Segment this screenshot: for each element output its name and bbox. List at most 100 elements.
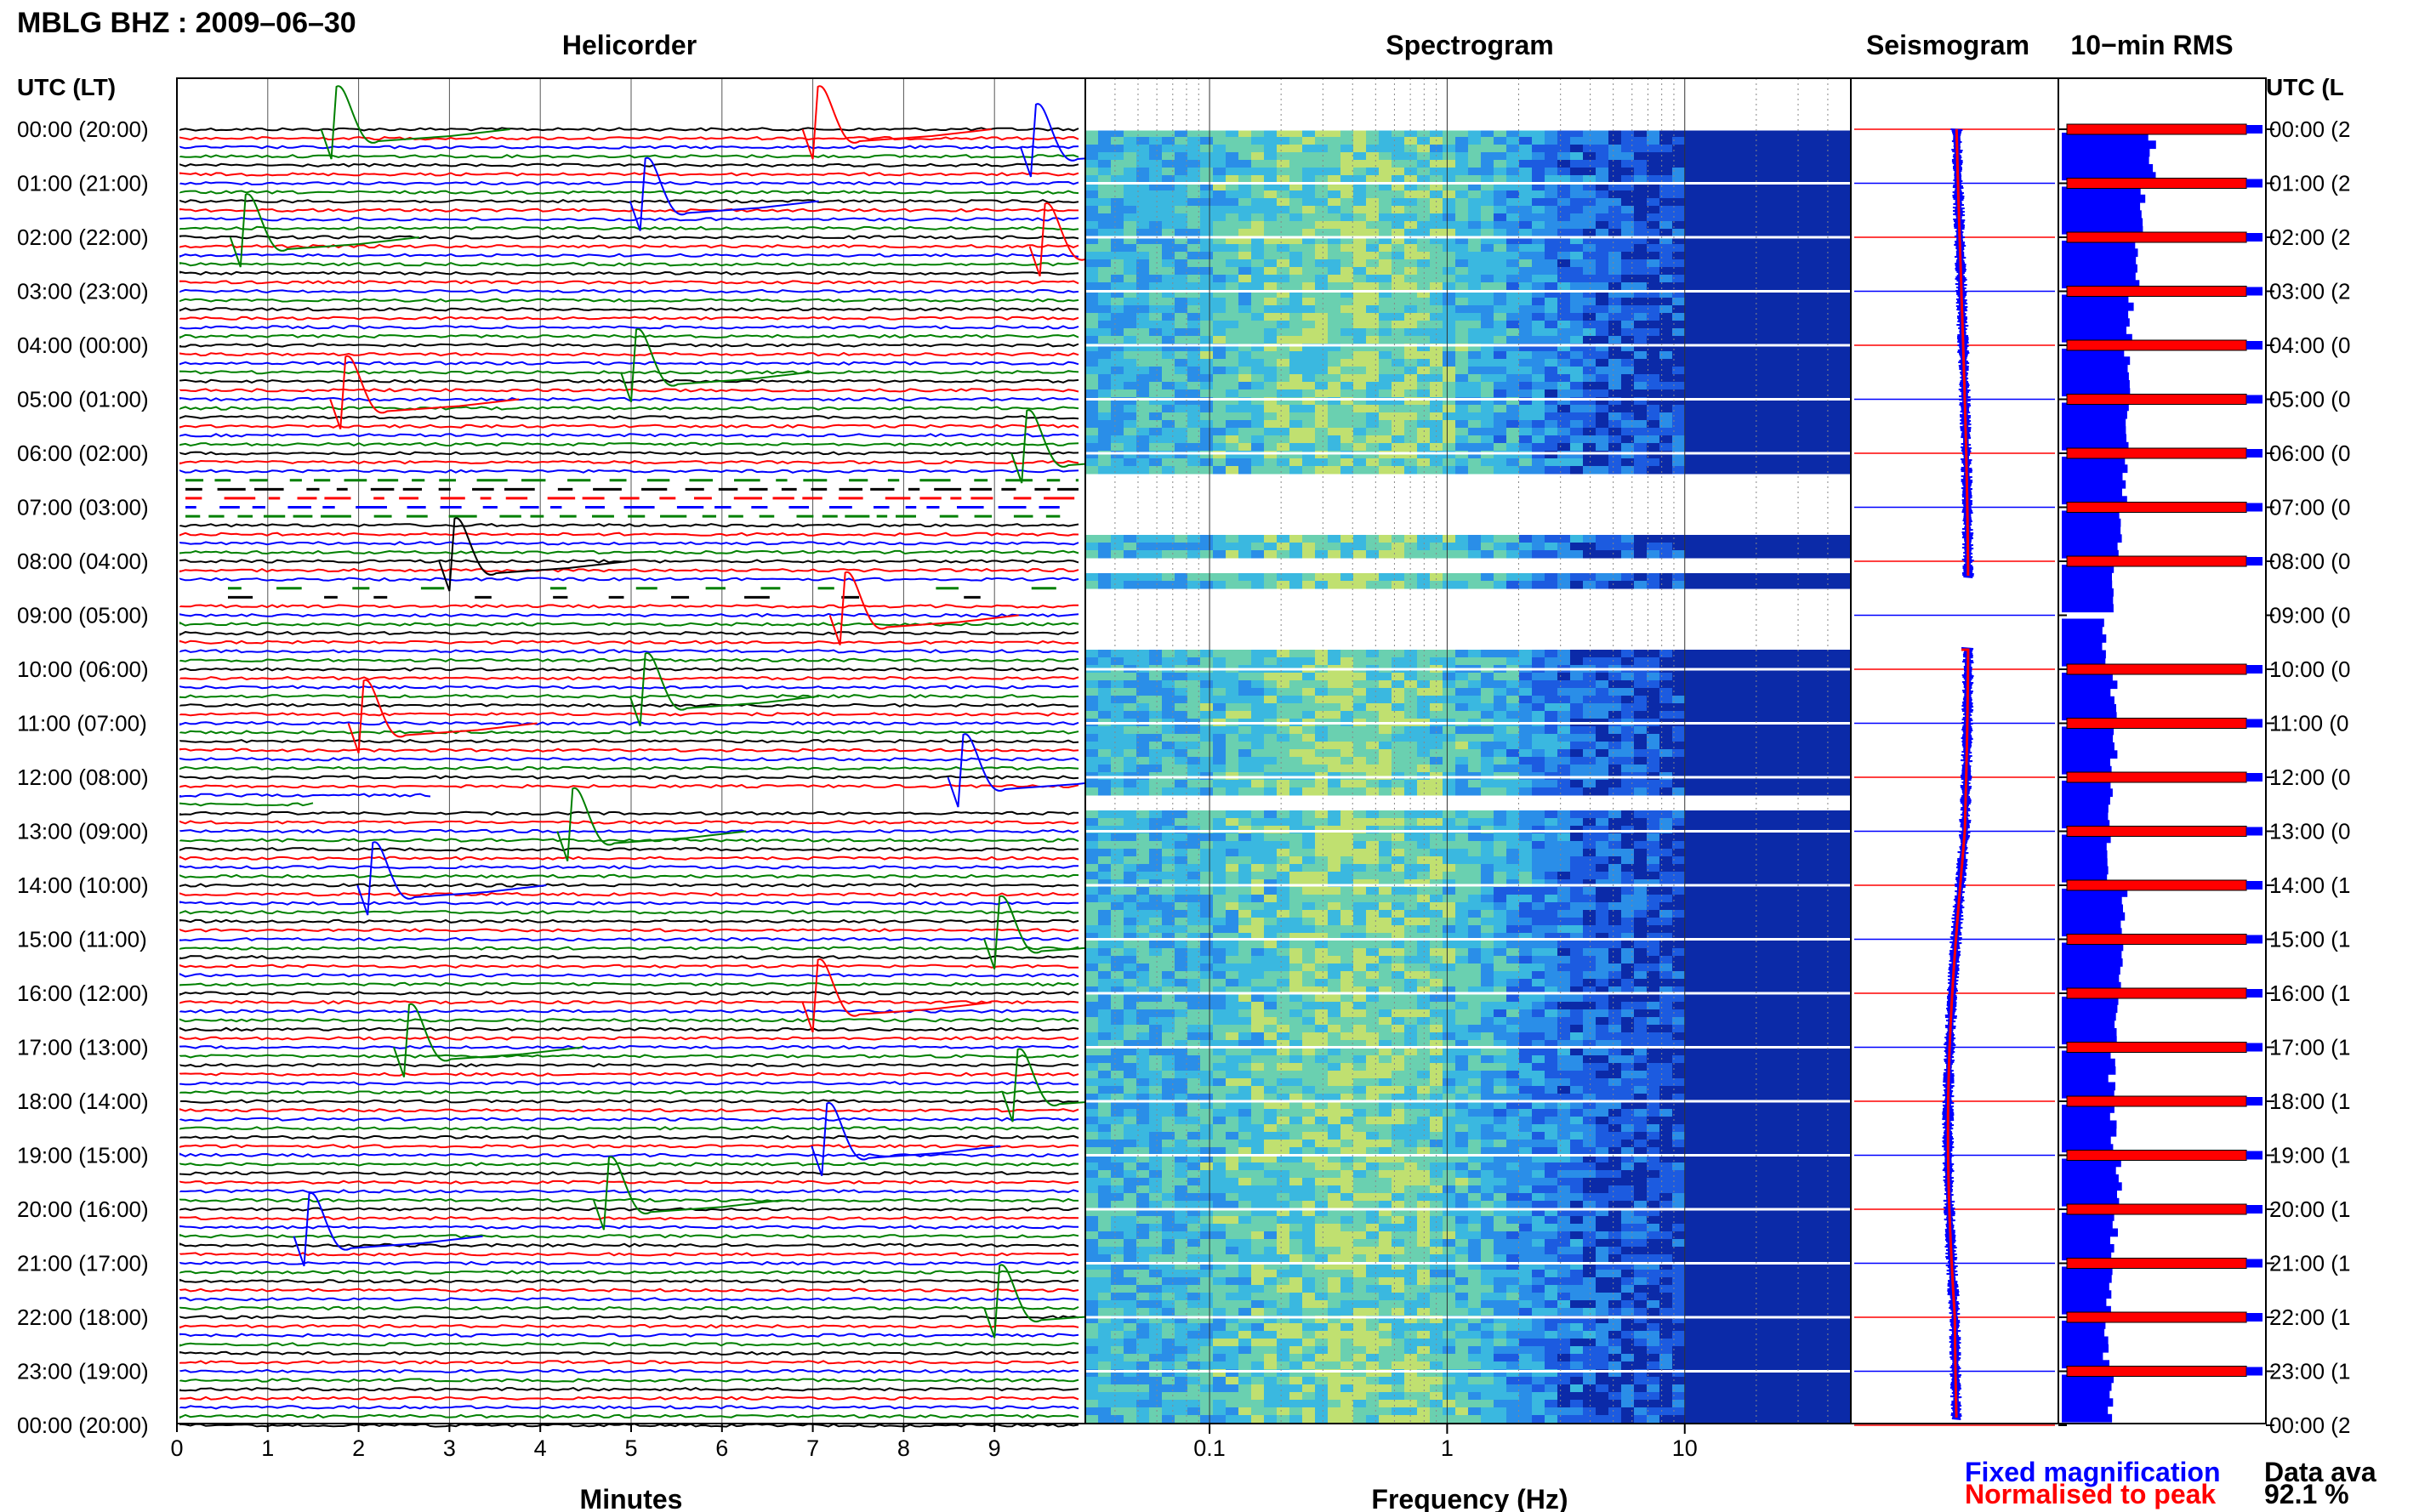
spectrogram-cell (1481, 275, 1494, 283)
spectrogram-cell (1111, 535, 1124, 543)
spectrogram-cell (1328, 198, 1341, 207)
spectrogram-cell (1353, 389, 1367, 398)
spectrogram-cell (1787, 581, 1801, 589)
spectrogram-cell (1417, 206, 1431, 214)
spectrogram-cell (1481, 818, 1494, 827)
spectrogram-cell (1621, 757, 1635, 765)
spectrogram-cell (1264, 688, 1278, 696)
spectrogram-cell (1238, 726, 1252, 735)
spectrogram-cell (1608, 711, 1622, 719)
helicorder-trace (179, 280, 1079, 285)
spectrogram-cell (1787, 543, 1801, 551)
spectrogram-cell (1621, 321, 1635, 329)
spectrogram-cell (1175, 856, 1188, 865)
spectrogram-cell (1289, 581, 1303, 589)
spectrogram-cell (1392, 198, 1405, 207)
spectrogram-cell (1238, 856, 1252, 865)
helicorder-trace (179, 865, 1079, 870)
spectrogram-cell (1672, 543, 1686, 551)
spectrogram-cell (1583, 236, 1597, 245)
spectrogram-cell (1583, 833, 1597, 842)
spectrogram-cell (1417, 458, 1431, 467)
spectrogram-cell (1353, 703, 1367, 712)
spectrogram-cell (1289, 305, 1303, 314)
spectrogram-cell (1392, 244, 1405, 253)
spectrogram-cell (1238, 259, 1252, 268)
spectrogram-cell (1124, 213, 1137, 222)
spectrogram-cell (1379, 313, 1392, 321)
spectrogram-cell (1136, 535, 1150, 543)
spectrogram-cell (1494, 397, 1507, 406)
spectrogram-cell (1328, 573, 1341, 582)
spectrogram-cell (1417, 244, 1431, 253)
spectrogram-cell (1315, 282, 1329, 291)
spectrogram-cell (1187, 443, 1201, 452)
spectrogram-cell (1838, 451, 1852, 459)
spectrogram-cell (1213, 374, 1227, 383)
spectrogram-cell (1162, 688, 1175, 696)
spectrogram-cell (1379, 252, 1392, 260)
spectrogram-cell (1685, 856, 1699, 865)
spectrogram-cell (1226, 244, 1239, 253)
spectrogram-cell (1506, 703, 1520, 712)
spectrogram-cell (1825, 688, 1839, 696)
spectrogram-cell (1647, 298, 1660, 306)
spectrogram-cell (1494, 573, 1507, 582)
spectrogram-cell (1557, 818, 1571, 827)
spectrogram-cell (1085, 374, 1099, 383)
spectrogram-cell (1710, 412, 1724, 421)
spectrogram-cell (1379, 328, 1392, 337)
spectrogram-cell (1353, 711, 1367, 719)
spectrogram-cell (1430, 129, 1443, 138)
spectrogram-cell (1723, 359, 1737, 367)
spectrogram-cell (1111, 382, 1124, 390)
spectrogram-cell (1519, 856, 1533, 865)
spectrogram-cell (1353, 688, 1367, 696)
spectrogram-cell (1557, 849, 1571, 857)
spectrogram-cell (1532, 742, 1545, 750)
spectrogram-cell (1749, 458, 1762, 467)
spectrogram-cell (1238, 152, 1252, 161)
spectrogram-cell (1111, 190, 1124, 199)
spectrogram-cell (1124, 833, 1137, 842)
spectrogram-cell (1124, 826, 1137, 834)
spectrogram-cell (1813, 336, 1826, 344)
spectrogram-cell (1328, 734, 1341, 742)
spectrogram-cell (1494, 550, 1507, 559)
spectrogram-cell (1532, 382, 1545, 390)
spectrogram-cell (1596, 351, 1609, 360)
spectrogram-cell (1124, 435, 1137, 444)
spectrogram-cell (1443, 359, 1456, 367)
spectrogram-cell (1417, 198, 1431, 207)
spectrogram-cell (1353, 298, 1367, 306)
spectrogram-cell (1621, 818, 1635, 827)
spectrogram-cell (1136, 810, 1150, 819)
spectrogram-cell (1124, 183, 1137, 191)
spectrogram-cell (1136, 190, 1150, 199)
spectrogram-cell (1557, 367, 1571, 375)
spectrogram-cell (1175, 336, 1188, 344)
spectrogram-cell (1111, 818, 1124, 827)
spectrogram-cell (1443, 810, 1456, 819)
spectrogram-cell (1200, 137, 1214, 145)
spectrogram-cell (1315, 244, 1329, 253)
spectrogram-cell (1200, 466, 1214, 475)
spectrogram-cell (1659, 183, 1673, 191)
spectrogram-cell (1213, 780, 1227, 788)
spectrogram-cell (1175, 152, 1188, 161)
spectrogram-cell (1570, 397, 1584, 406)
spectrogram-cell (1506, 359, 1520, 367)
spectrogram-cell (1264, 236, 1278, 245)
spectrogram-cell (1774, 466, 1788, 475)
spectrogram-cell (1481, 420, 1494, 429)
spectrogram-cell (1557, 198, 1571, 207)
spectrogram-cell (1749, 259, 1762, 268)
spectrogram-cell (1762, 757, 1775, 765)
spectrogram-cell (1226, 259, 1239, 268)
spectrogram-cell (1570, 267, 1584, 276)
spectrogram-cell (1353, 573, 1367, 582)
spectrogram-cell (1634, 428, 1648, 436)
spectrogram-cell (1328, 435, 1341, 444)
spectrogram-cell (1149, 749, 1163, 758)
spectrogram-cell (1634, 389, 1648, 398)
